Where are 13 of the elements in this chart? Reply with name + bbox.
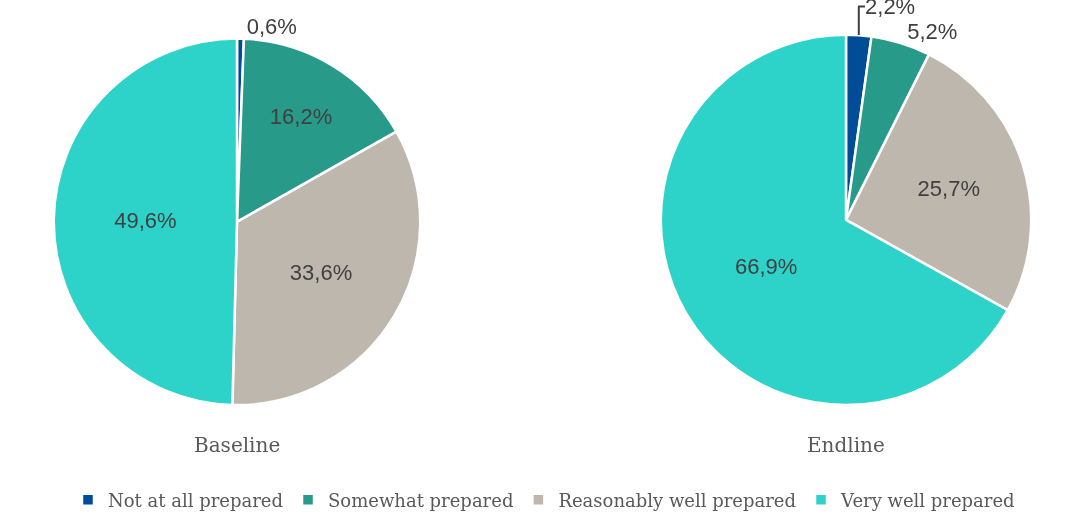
legend-label: Reasonably well prepared bbox=[558, 489, 797, 511]
legend-label: Somewhat prepared bbox=[328, 489, 514, 511]
data-label: 25,7% bbox=[917, 175, 980, 201]
data-label: 0,6% bbox=[246, 13, 297, 39]
legend-label: Very well prepared bbox=[840, 489, 1015, 511]
data-label: 66,9% bbox=[734, 254, 798, 280]
data-label: 33,6% bbox=[289, 259, 353, 285]
data-label: 5,2% bbox=[907, 19, 958, 45]
legend-label: Not at all prepared bbox=[108, 489, 284, 511]
data-label: 49,6% bbox=[114, 208, 177, 234]
slice-label: Endline bbox=[807, 433, 885, 457]
data-label: 16,2% bbox=[269, 104, 333, 130]
slice-label: Baseline bbox=[194, 433, 281, 457]
